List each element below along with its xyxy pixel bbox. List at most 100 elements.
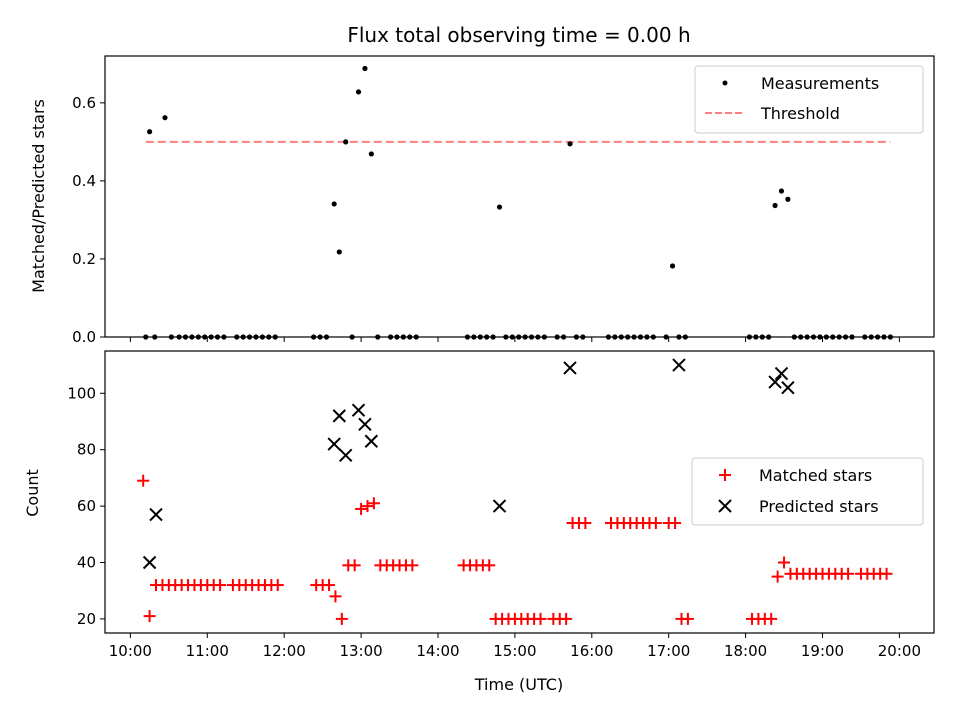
bottom-x-tick-label: 14:00 bbox=[416, 642, 459, 660]
measurement-point bbox=[746, 334, 753, 340]
measurement-point bbox=[162, 115, 168, 121]
bottom-panel: 20 40 60 80 100 10:00 11:00 12:00 13:00 14:00 15:… bbox=[23, 350, 935, 694]
top-y-tick-label: 0.0 bbox=[72, 328, 96, 346]
measurement-point bbox=[143, 334, 149, 340]
bottom-x-tick-label: 10:00 bbox=[109, 642, 152, 660]
predicted-star-point bbox=[338, 448, 353, 463]
measurement-point bbox=[484, 334, 490, 340]
matched-star-point bbox=[348, 559, 361, 572]
matched-star-point bbox=[323, 579, 336, 592]
matched-star-point bbox=[534, 612, 547, 625]
legend-label-threshold: Threshold bbox=[760, 104, 840, 123]
measurement-point bbox=[785, 196, 791, 202]
measurement-point bbox=[676, 334, 682, 340]
measurement-point bbox=[817, 334, 823, 340]
matched-star-point bbox=[361, 500, 374, 513]
measurement-point bbox=[240, 334, 246, 340]
measurement-point bbox=[246, 334, 253, 340]
measurement-point bbox=[875, 334, 881, 340]
measurement-point bbox=[311, 334, 317, 340]
measurement-point bbox=[152, 334, 158, 340]
bottom-x-tick-label: 20:00 bbox=[878, 642, 921, 660]
matched-star-point bbox=[778, 556, 791, 569]
matched-star-point bbox=[367, 497, 380, 510]
matched-star-point bbox=[214, 579, 227, 592]
measurement-point bbox=[368, 151, 374, 157]
top-panel: 0.0 0.2 0.4 0.6 Matched/Predicted stars Mea… bbox=[29, 55, 935, 346]
measurement-point bbox=[387, 334, 394, 340]
matched-star-point bbox=[355, 502, 368, 515]
measurement-point bbox=[182, 334, 189, 340]
measurement-point bbox=[663, 334, 669, 340]
top-y-tick-label: 0.2 bbox=[72, 250, 96, 268]
measurement-point bbox=[336, 249, 342, 255]
measurement-point bbox=[759, 334, 765, 340]
chart-title: Flux total observing time = 0.00 h bbox=[347, 23, 690, 47]
predicted-star-point bbox=[351, 403, 366, 417]
top-y-tick-label: 0.4 bbox=[72, 172, 96, 190]
measurement-point bbox=[464, 334, 471, 340]
bottom-y-tick-label: 20 bbox=[77, 610, 96, 628]
measurement-point bbox=[862, 334, 868, 340]
measurement-point bbox=[798, 334, 804, 340]
measurement-point bbox=[618, 334, 624, 340]
measurement-point bbox=[189, 334, 195, 340]
top-x-ticks bbox=[129, 337, 900, 342]
matched-star-point bbox=[406, 559, 419, 572]
bottom-x-tick-label: 19:00 bbox=[801, 642, 844, 660]
predicted-star-point bbox=[672, 358, 686, 372]
predicted-star-point bbox=[563, 361, 577, 375]
legend-label-matched-stars: Matched stars bbox=[759, 466, 872, 485]
matched-star-point bbox=[137, 474, 150, 487]
measurement-point bbox=[176, 334, 182, 340]
matched-star-point bbox=[669, 517, 682, 530]
bottom-y-ticks: 20 40 60 80 100 bbox=[67, 384, 105, 628]
legend-marker-measurements bbox=[722, 80, 728, 86]
matched-star-point bbox=[765, 612, 778, 625]
bottom-x-tick-label: 13:00 bbox=[339, 642, 382, 660]
measurement-point bbox=[567, 141, 573, 147]
bottom-y-tick-label: 40 bbox=[77, 554, 96, 572]
measurement-point bbox=[208, 334, 214, 340]
matched-star-point bbox=[649, 517, 662, 530]
matched-star-point bbox=[681, 612, 694, 625]
measurement-point bbox=[580, 334, 586, 340]
measurement-point bbox=[400, 334, 406, 340]
bottom-x-tick-label: 18:00 bbox=[724, 642, 767, 660]
matched-star-point bbox=[560, 612, 573, 625]
measurement-point bbox=[394, 334, 400, 340]
measurement-point bbox=[823, 334, 829, 340]
measurement-point bbox=[650, 334, 656, 340]
measurement-point bbox=[496, 204, 503, 210]
top-legend: Measurements Threshold bbox=[694, 65, 924, 134]
measurement-point bbox=[772, 202, 778, 209]
predicted-star-point bbox=[358, 417, 372, 432]
measurement-point bbox=[477, 334, 483, 340]
measurement-point bbox=[331, 201, 337, 207]
top-y-tick-label: 0.6 bbox=[72, 94, 96, 112]
measurement-point bbox=[810, 334, 817, 340]
measurement-point bbox=[522, 334, 528, 340]
measurement-point bbox=[407, 334, 413, 340]
measurement-point bbox=[413, 334, 419, 340]
legend-marker-matched-stars bbox=[719, 469, 731, 481]
measurement-point bbox=[541, 334, 547, 340]
bottom-x-tick-label: 16:00 bbox=[570, 642, 613, 660]
bottom-axes-frame bbox=[104, 350, 935, 634]
legend-label-predicted-stars: Predicted stars bbox=[759, 497, 879, 516]
measurement-point bbox=[259, 334, 265, 340]
predicted-star-point bbox=[149, 507, 163, 522]
bottom-x-tick-label: 15:00 bbox=[493, 642, 536, 660]
matched-star-point bbox=[143, 610, 156, 623]
measurement-point bbox=[323, 334, 330, 340]
matched-star-point bbox=[880, 567, 893, 580]
measurement-point bbox=[791, 334, 797, 340]
predicted-star-point bbox=[364, 434, 379, 448]
measurement-point bbox=[253, 334, 259, 340]
measurement-point bbox=[669, 263, 676, 269]
measurement-point bbox=[214, 334, 221, 340]
measurement-point bbox=[272, 334, 278, 340]
measurement-point bbox=[612, 334, 618, 340]
measurement-point bbox=[778, 188, 785, 194]
